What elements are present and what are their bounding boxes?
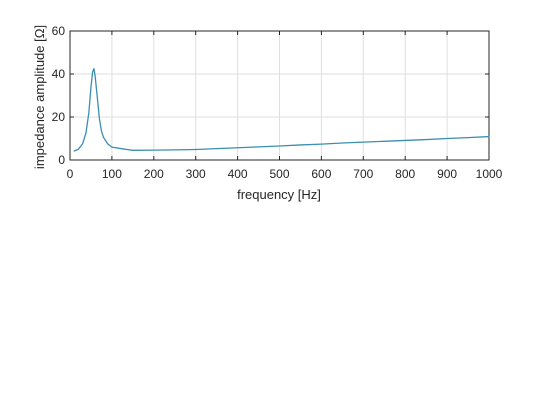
x-tick-label-4: 400	[228, 167, 248, 181]
y-tick-label-3: 60	[52, 24, 66, 38]
x-tick-label-9: 900	[437, 167, 457, 181]
x-tick-label-7: 700	[353, 167, 373, 181]
y-tick-labels: 0 20 40 60	[52, 24, 66, 167]
y-tick-label-2: 40	[52, 67, 66, 81]
axes	[69, 30, 490, 161]
grid	[70, 31, 489, 160]
y-tick-label-1: 20	[52, 110, 66, 124]
x-tick-label-6: 600	[311, 167, 331, 181]
x-tick-label-10: 1000	[476, 167, 503, 181]
x-axis-label: frequency [Hz]	[237, 187, 321, 202]
y-tick-label-0: 0	[58, 153, 65, 167]
series-group	[73, 67, 490, 152]
x-tick-label-0: 0	[67, 167, 74, 181]
series-line-0	[73, 67, 490, 152]
x-tick-labels: 0 100 200 300 400 500 600 700 800 900 1000	[67, 167, 503, 181]
x-tick-label-8: 800	[395, 167, 415, 181]
x-tick-label-2: 200	[144, 167, 164, 181]
x-tick-label-1: 100	[102, 167, 122, 181]
y-axis-label: impedance amplitude [Ω]	[32, 25, 47, 169]
x-tick-label-5: 500	[269, 167, 289, 181]
x-tick-label-3: 300	[186, 167, 206, 181]
